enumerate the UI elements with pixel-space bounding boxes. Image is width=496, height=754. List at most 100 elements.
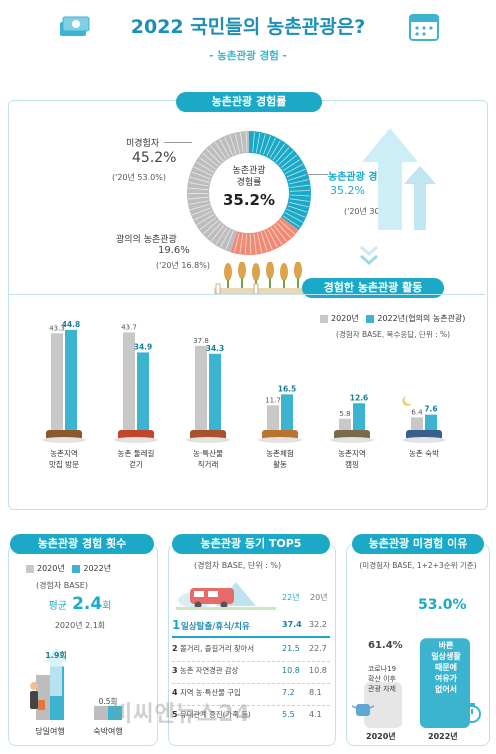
motive-rank: 2: [172, 644, 178, 653]
donut-stripe: [245, 132, 248, 153]
motives-col-22: 22년: [282, 593, 300, 602]
page-title: 2022 국민들의 농촌관광은?: [130, 16, 366, 38]
freq-up-arrow-icon: [44, 648, 68, 696]
donut-stripe: [189, 176, 210, 183]
donut-stripe: [191, 171, 211, 180]
donut-stripe: [225, 230, 234, 250]
bar-2020-2: [195, 345, 207, 432]
donut-stripe: [188, 196, 209, 200]
activity-category-label: 맛집 방문: [49, 459, 79, 469]
bar-2020-4: [339, 418, 351, 432]
freq-category-label: 숙박여행: [93, 726, 122, 736]
activity-category-label: 농촌 둘레길: [118, 449, 155, 458]
activity-shadow: [42, 437, 86, 443]
motive-row-divider: [172, 661, 330, 662]
traveler-icon: [30, 682, 38, 690]
bar-2020-1: [123, 332, 135, 432]
motive-top-highlight: [172, 636, 330, 638]
bar-2022-1: [137, 352, 149, 432]
motive-label: 지역 농·특산물 구입: [180, 688, 241, 697]
bar-value-label: 37.8: [193, 337, 209, 345]
donut-stripe: [259, 134, 266, 154]
donut-stripe: [249, 233, 252, 254]
bar-2020-5: [411, 417, 423, 432]
luggage-icon: [38, 700, 45, 710]
activities-divider: [9, 294, 485, 295]
donut-stripe: [266, 137, 276, 157]
non-exp-year-2020: 2020년: [366, 732, 396, 741]
freq-stay-value: 0.5회: [99, 697, 118, 706]
bar-value-label: 6.4: [411, 408, 423, 416]
timer-icon: [463, 703, 481, 723]
donut-stripe: [282, 215, 300, 228]
non-exp-bar-chart: [364, 638, 470, 728]
farm-illustration: [214, 262, 318, 295]
avg-value: 2.4: [72, 594, 103, 614]
motive-value-20: 4.1: [309, 710, 322, 719]
motive-value-20: 22.7: [309, 644, 327, 653]
activity-category-label: 캠핑: [345, 459, 359, 469]
donut-stripe: [286, 168, 306, 178]
donut-stripe: [188, 182, 209, 187]
motive-rank: 1: [172, 618, 181, 632]
motive-rank: 5: [172, 710, 178, 719]
mask-icon: [352, 704, 374, 716]
motive-row: 2 볼거리, 즐길거리 찾아서 21.5 22.7: [172, 642, 330, 660]
donut-stripe: [220, 229, 231, 248]
bar-value-label: 16.5: [278, 384, 297, 393]
reason-2022-line: 때문에: [434, 663, 458, 672]
motive-row: 5 유대관계 증진(가족 등) 5.5 4.1: [172, 708, 330, 726]
bar-value-label: 7.6: [424, 405, 437, 414]
motive-rank: 3: [172, 666, 178, 675]
non-exp-base: (미경험자 BASE, 1+2+3순위 기준): [359, 561, 477, 570]
reason-2022: 바쁜 일상생활 때문에 여유가 없어서: [424, 640, 468, 695]
motive-row-divider: [172, 683, 330, 684]
donut-stripe: [199, 217, 217, 230]
donut-stripe: [206, 148, 221, 164]
donut-stripe: [193, 166, 213, 176]
legend-2020: 2020년: [331, 314, 359, 323]
experience-donut: [187, 131, 311, 255]
motive-label: 일상탈출/휴식/치유: [181, 622, 250, 632]
frequency-average: 평균 2.4회: [30, 594, 130, 614]
bar-2020-3: [267, 405, 279, 432]
money-icon: [58, 10, 92, 40]
frequency-legend: 2020년 2022년: [26, 563, 111, 574]
donut-stripe: [276, 222, 291, 238]
donut-stripe: [288, 179, 309, 185]
donut-stripe: [284, 163, 303, 175]
reason-2022-line: 여유가: [434, 674, 458, 683]
bar-value-label: 44.8: [62, 320, 81, 329]
frequency-bar-chart: 당일여행 숙박여행 1.9회 0.5회: [30, 648, 123, 736]
donut-stripe: [240, 132, 244, 153]
donut-stripe: [239, 233, 244, 254]
freq-bar-2020-0: [36, 674, 50, 720]
frequency-panel: [8, 544, 158, 746]
activity-shadow: [114, 437, 158, 443]
motive-value-20: 10.8: [309, 666, 327, 675]
reason-2022-line: 없어서: [434, 685, 458, 694]
bar-2022-2: [209, 353, 221, 432]
avg-unit: 회: [102, 601, 112, 612]
donut-stripe: [289, 190, 310, 192]
donut-stripe: [196, 161, 214, 173]
reason-2020-line: 코로나19: [367, 665, 397, 673]
donut-stripe: [263, 135, 271, 155]
donut-stripe: [229, 134, 237, 155]
activity-shadow: [186, 437, 230, 443]
bar-2022-3: [281, 394, 293, 432]
activities-note: (경험자 BASE, 복수응답, 단위 : %): [336, 330, 451, 339]
bar-2022-5: [425, 414, 437, 432]
donut-stripe: [288, 201, 309, 208]
motive-row: 4 지역 농·특산물 구입 7.2 8.1: [172, 686, 330, 704]
activity-category-label: 농촌 숙박: [409, 448, 439, 458]
donut-stripe: [289, 184, 310, 189]
reason-2022-line: 바쁜: [438, 641, 454, 650]
donut-stripe: [287, 173, 308, 181]
broad-label: 광의의 농촌관광: [116, 235, 177, 245]
motives-panel: [168, 544, 336, 746]
motive-label: 농촌 자연경관 감상: [180, 666, 239, 675]
activity-category-label: 농·특산물: [193, 448, 223, 458]
activity-shadow: [330, 437, 374, 443]
